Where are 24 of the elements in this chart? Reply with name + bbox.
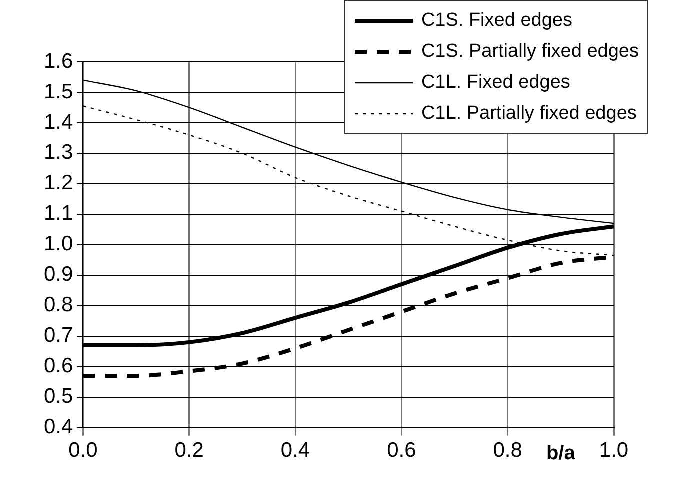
legend-label: C1S. Partially fixed edges — [421, 40, 639, 64]
y-tick-label: 0.4 — [44, 416, 74, 439]
y-tick-label: 0.8 — [44, 294, 74, 317]
y-tick-label: 0.7 — [44, 324, 74, 348]
y-tick-label: 0.6 — [44, 354, 74, 378]
x-tick-label: 1.0 — [599, 439, 629, 462]
x-axis-title: b/a — [546, 442, 576, 464]
x-tick-label: 0.8 — [493, 439, 522, 462]
y-tick-label: 1.4 — [44, 110, 74, 134]
legend-label: C1L. Fixed edges — [421, 71, 570, 95]
legend-label: C1S. Fixed edges — [421, 9, 572, 33]
x-tick-label: 0.4 — [280, 439, 310, 462]
legend-label: C1L. Partially fixed edges — [421, 102, 637, 126]
y-tick-label: 1.2 — [44, 172, 74, 195]
x-tick-label: 0.2 — [174, 439, 204, 462]
y-tick-label: 0.5 — [44, 385, 74, 408]
y-tick-label: 0.9 — [44, 263, 74, 286]
y-tick-label: 1.1 — [44, 202, 74, 226]
y-tick-label: 1.6 — [44, 50, 74, 73]
y-tick-label: 1.0 — [44, 232, 74, 256]
y-tick-label: 1.3 — [44, 141, 74, 164]
x-tick-label: 0.6 — [387, 439, 416, 462]
x-tick-label: 0.0 — [68, 439, 98, 462]
y-tick-label: 1.5 — [44, 80, 74, 104]
